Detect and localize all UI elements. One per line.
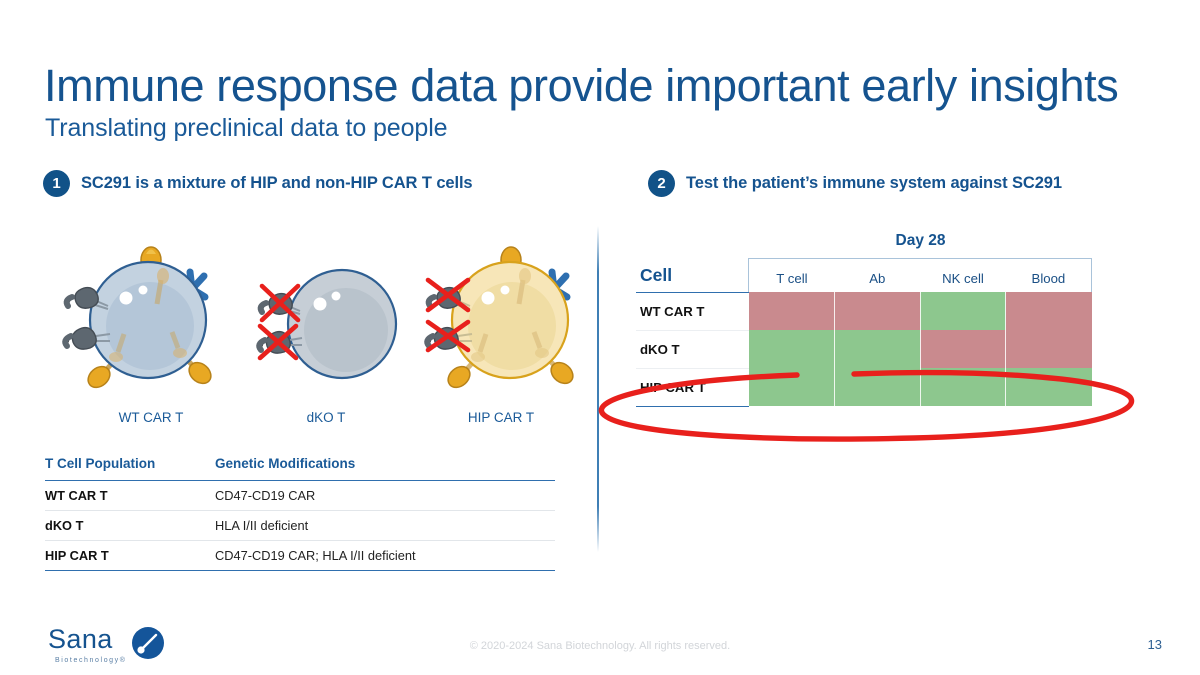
hla-receptor-icon bbox=[62, 326, 111, 350]
logo-mark-dot bbox=[137, 646, 145, 654]
vesicle bbox=[481, 291, 495, 305]
population-table: T Cell Population Genetic Modifications … bbox=[45, 456, 555, 571]
section-badge-1: 1 bbox=[43, 170, 70, 197]
internal-receptor-icon bbox=[531, 331, 549, 358]
page-subtitle: Translating preclinical data to people bbox=[45, 114, 448, 142]
matrix-cell bbox=[834, 368, 921, 406]
matrix-cell bbox=[748, 292, 836, 330]
section-badge-2: 2 bbox=[648, 170, 675, 197]
vesicle bbox=[119, 291, 133, 305]
matrix-column-header-nk-cell: NK cell bbox=[920, 258, 1006, 292]
matrix-column-header-blood: Blood bbox=[1005, 258, 1092, 292]
matrix-row-header-label: Cell bbox=[636, 258, 749, 293]
population-modifications: CD47-CD19 CAR bbox=[215, 480, 555, 511]
section-header-2: 2 Test the patient’s immune system again… bbox=[648, 170, 1062, 197]
population-name: dKO T bbox=[45, 510, 215, 541]
vesicle bbox=[313, 297, 327, 311]
matrix-group-header: Day 28 bbox=[895, 232, 946, 249]
cell-nucleus bbox=[304, 288, 388, 372]
matrix-column-header-ab: Ab bbox=[834, 258, 921, 292]
vesicle bbox=[500, 285, 510, 295]
matrix-row-dko-t: dKO T bbox=[636, 330, 1092, 369]
cell-caption-group: WT CAR T dKO T HIP CAR T bbox=[46, 410, 586, 432]
matrix-row-label: HIP CAR T bbox=[636, 368, 749, 407]
matrix-cell bbox=[1005, 330, 1092, 368]
matrix-cell bbox=[834, 292, 921, 330]
section-label-1: SC291 is a mixture of HIP and non-HIP CA… bbox=[81, 174, 473, 192]
matrix-cell bbox=[834, 330, 921, 368]
table-row: dKO T HLA I/II deficient bbox=[45, 510, 555, 541]
page-number: 13 bbox=[1147, 637, 1162, 652]
knockout-x-icon bbox=[257, 323, 299, 361]
matrix-row-label: WT CAR T bbox=[636, 292, 749, 331]
cell-caption-hip-car-t: HIP CAR T bbox=[467, 410, 535, 425]
knockout-x-icon bbox=[425, 277, 471, 313]
column-header-population: T Cell Population bbox=[45, 456, 215, 481]
sana-logo: Sana Biotechnology® bbox=[48, 622, 170, 671]
matrix-cell bbox=[920, 330, 1007, 368]
internal-receptor-icon bbox=[516, 268, 531, 305]
population-name: HIP CAR T bbox=[45, 540, 215, 571]
table-header-row: T Cell Population Genetic Modifications bbox=[45, 456, 555, 481]
matrix-cell bbox=[920, 292, 1007, 330]
cell-diagram-wt-car-t bbox=[62, 240, 236, 405]
matrix-header-row: Cell T cell Ab NK cell Blood bbox=[636, 258, 1092, 293]
internal-receptor-icon bbox=[109, 333, 127, 362]
matrix-cell bbox=[748, 330, 836, 368]
panel-divider bbox=[597, 226, 599, 552]
vesicle bbox=[138, 285, 148, 295]
logo-tagline: Biotechnology® bbox=[55, 656, 127, 664]
cell-diagram-dko-t bbox=[254, 252, 414, 402]
internal-receptor-icon bbox=[154, 268, 169, 305]
page-title: Immune response data provide important e… bbox=[44, 60, 1119, 111]
logo-wordmark: Sana bbox=[48, 624, 113, 654]
matrix-cell bbox=[748, 368, 836, 406]
copyright-text: © 2020-2024 Sana Biotechnology. All righ… bbox=[469, 640, 731, 652]
matrix-cell bbox=[920, 368, 1007, 406]
table-row: HIP CAR T CD47-CD19 CAR; HLA I/II defici… bbox=[45, 540, 555, 571]
cell-caption-dko-t: dKO T bbox=[306, 410, 346, 425]
table-row: WT CAR T CD47-CD19 CAR bbox=[45, 480, 555, 511]
matrix-column-header-t-cell: T cell bbox=[748, 258, 835, 292]
cell-caption-wt-car-t: WT CAR T bbox=[118, 410, 184, 425]
section-header-1: 1 SC291 is a mixture of HIP and non-HIP … bbox=[43, 170, 473, 197]
vesicle bbox=[331, 291, 341, 301]
section-label-2: Test the patient’s immune system against… bbox=[686, 174, 1062, 192]
population-modifications: HLA I/II deficient bbox=[215, 510, 555, 541]
internal-receptor-icon bbox=[169, 331, 187, 358]
hla-receptor-icon bbox=[63, 286, 109, 310]
matrix-row-label: dKO T bbox=[636, 330, 749, 369]
knockout-x-icon bbox=[425, 319, 471, 353]
matrix-cell bbox=[1005, 292, 1092, 330]
internal-receptor-icon bbox=[471, 333, 489, 362]
cell-diagram-group bbox=[46, 238, 586, 408]
matrix-row-wt-car-t: WT CAR T bbox=[636, 292, 1092, 331]
population-name: WT CAR T bbox=[45, 480, 215, 511]
matrix-cell bbox=[1005, 368, 1092, 406]
cell-diagram-hip-car-t bbox=[424, 240, 601, 405]
knockout-x-icon bbox=[259, 283, 301, 323]
population-modifications: CD47-CD19 CAR; HLA I/II deficient bbox=[215, 540, 555, 571]
column-header-modifications: Genetic Modifications bbox=[215, 456, 555, 481]
matrix-row-hip-car-t: HIP CAR T bbox=[636, 368, 1092, 407]
